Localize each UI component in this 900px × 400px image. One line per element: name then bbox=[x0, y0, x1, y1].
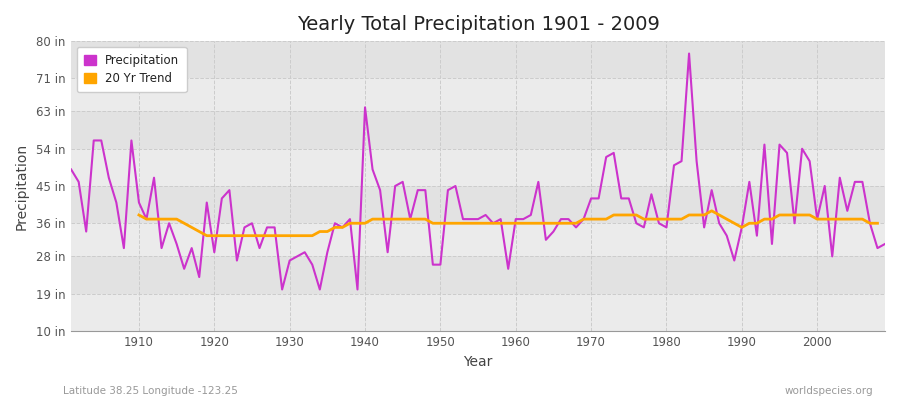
20 Yr Trend bbox=[872, 221, 883, 226]
X-axis label: Year: Year bbox=[464, 355, 493, 369]
20 Yr Trend bbox=[533, 221, 544, 226]
Precipitation bbox=[276, 287, 287, 292]
Precipitation bbox=[684, 51, 695, 56]
20 Yr Trend bbox=[133, 212, 144, 217]
Precipitation bbox=[300, 250, 310, 255]
Precipitation bbox=[510, 217, 521, 222]
Bar bbox=[71, 78, 885, 112]
Precipitation bbox=[66, 167, 77, 172]
Precipitation bbox=[518, 217, 528, 222]
Bar bbox=[71, 112, 885, 149]
Y-axis label: Precipitation: Precipitation bbox=[15, 142, 29, 230]
20 Yr Trend bbox=[706, 208, 717, 213]
20 Yr Trend bbox=[337, 225, 347, 230]
Precipitation bbox=[608, 150, 619, 155]
Bar bbox=[71, 41, 885, 78]
Bar bbox=[71, 294, 885, 331]
Bar bbox=[71, 149, 885, 186]
Bar bbox=[71, 186, 885, 223]
Bar bbox=[71, 256, 885, 294]
Line: Precipitation: Precipitation bbox=[71, 54, 885, 290]
20 Yr Trend bbox=[314, 229, 325, 234]
Text: Latitude 38.25 Longitude -123.25: Latitude 38.25 Longitude -123.25 bbox=[63, 386, 238, 396]
20 Yr Trend bbox=[729, 221, 740, 226]
Precipitation bbox=[879, 242, 890, 246]
20 Yr Trend bbox=[510, 221, 521, 226]
Precipitation bbox=[126, 138, 137, 143]
Precipitation bbox=[345, 217, 356, 222]
Legend: Precipitation, 20 Yr Trend: Precipitation, 20 Yr Trend bbox=[77, 47, 186, 92]
Bar bbox=[71, 223, 885, 256]
20 Yr Trend bbox=[367, 217, 378, 222]
Text: worldspecies.org: worldspecies.org bbox=[785, 386, 873, 396]
Title: Yearly Total Precipitation 1901 - 2009: Yearly Total Precipitation 1901 - 2009 bbox=[297, 15, 660, 34]
Line: 20 Yr Trend: 20 Yr Trend bbox=[139, 211, 878, 236]
20 Yr Trend bbox=[202, 233, 212, 238]
